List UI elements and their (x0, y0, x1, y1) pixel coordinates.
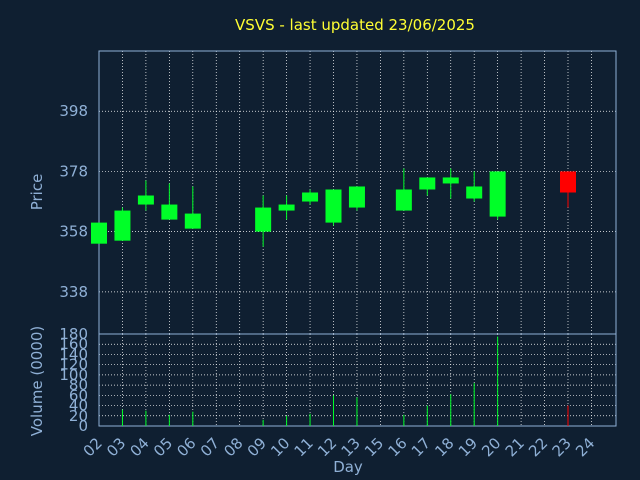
candle-body (489, 171, 506, 217)
x-tick-label: 16 (384, 434, 410, 460)
x-tick-label: 17 (408, 434, 434, 460)
candle-body (560, 171, 576, 193)
x-tick-label: 24 (572, 434, 598, 460)
volume-tick-label: 20 (69, 407, 88, 425)
x-axis-ticks: 0203040506070809101112131516171819202122… (80, 434, 599, 460)
x-tick-label: 02 (80, 434, 106, 460)
price-candles (91, 168, 576, 247)
volume-tick-label: 40 (69, 397, 88, 415)
candle-body (255, 207, 272, 232)
volume-tick-label: 100 (59, 366, 88, 384)
chart-title: VSVS - last updated 23/06/2025 (235, 16, 475, 34)
volume-panel-frame (98, 333, 617, 427)
volume-tick-label: 160 (59, 335, 88, 353)
candle-body (395, 189, 412, 211)
price-axis-ticks: 338 358 378 398 (59, 102, 88, 301)
x-tick-label: 18 (431, 434, 457, 460)
candle-body (161, 204, 178, 220)
x-tick-label: 06 (173, 434, 199, 460)
volume-tick-label: 120 (59, 356, 88, 374)
volume-tick-label: 140 (59, 345, 88, 363)
x-tick-label: 04 (126, 434, 152, 460)
x-tick-label: 11 (291, 434, 317, 460)
candle-body (419, 177, 436, 190)
candle-body (137, 195, 154, 205)
candle-body (348, 186, 365, 208)
price-tick-label: 338 (59, 283, 88, 301)
volume-tick-label: 0 (78, 417, 88, 435)
x-tick-label: 20 (478, 434, 504, 460)
x-tick-label: 15 (361, 434, 387, 460)
volume-tick-label: 80 (69, 376, 88, 394)
x-axis-label: Day (333, 458, 363, 476)
x-tick-label: 07 (197, 434, 223, 460)
x-tick-label: 22 (525, 434, 551, 460)
x-tick-label: 05 (150, 434, 176, 460)
candle-body (466, 186, 483, 199)
volume-bars (121, 336, 569, 426)
price-axis-label: Price (28, 174, 46, 211)
x-tick-label: 21 (502, 434, 528, 460)
x-tick-label: 23 (549, 434, 575, 460)
candle-body (325, 189, 342, 223)
x-tick-label: 12 (314, 434, 340, 460)
x-tick-label: 03 (103, 434, 129, 460)
volume-axis-label: Volume (0000) (28, 326, 46, 436)
volume-tick-label: 180 (59, 325, 88, 343)
candle-body (114, 210, 131, 241)
price-tick-label: 398 (59, 102, 88, 120)
candle-body (91, 222, 107, 244)
volume-tick-label: 60 (69, 386, 88, 404)
candle-body (184, 213, 201, 229)
x-tick-label: 13 (338, 434, 364, 460)
candle-body (278, 204, 295, 211)
candle-body (302, 192, 319, 202)
x-tick-label: 10 (267, 434, 293, 460)
x-tick-label: 19 (455, 434, 481, 460)
volume-grid (99, 333, 616, 427)
price-tick-label: 378 (59, 162, 88, 180)
price-tick-label: 358 (59, 223, 88, 241)
candle-body (442, 177, 459, 184)
x-tick-label: 08 (220, 434, 246, 460)
x-tick-label: 09 (244, 434, 270, 460)
